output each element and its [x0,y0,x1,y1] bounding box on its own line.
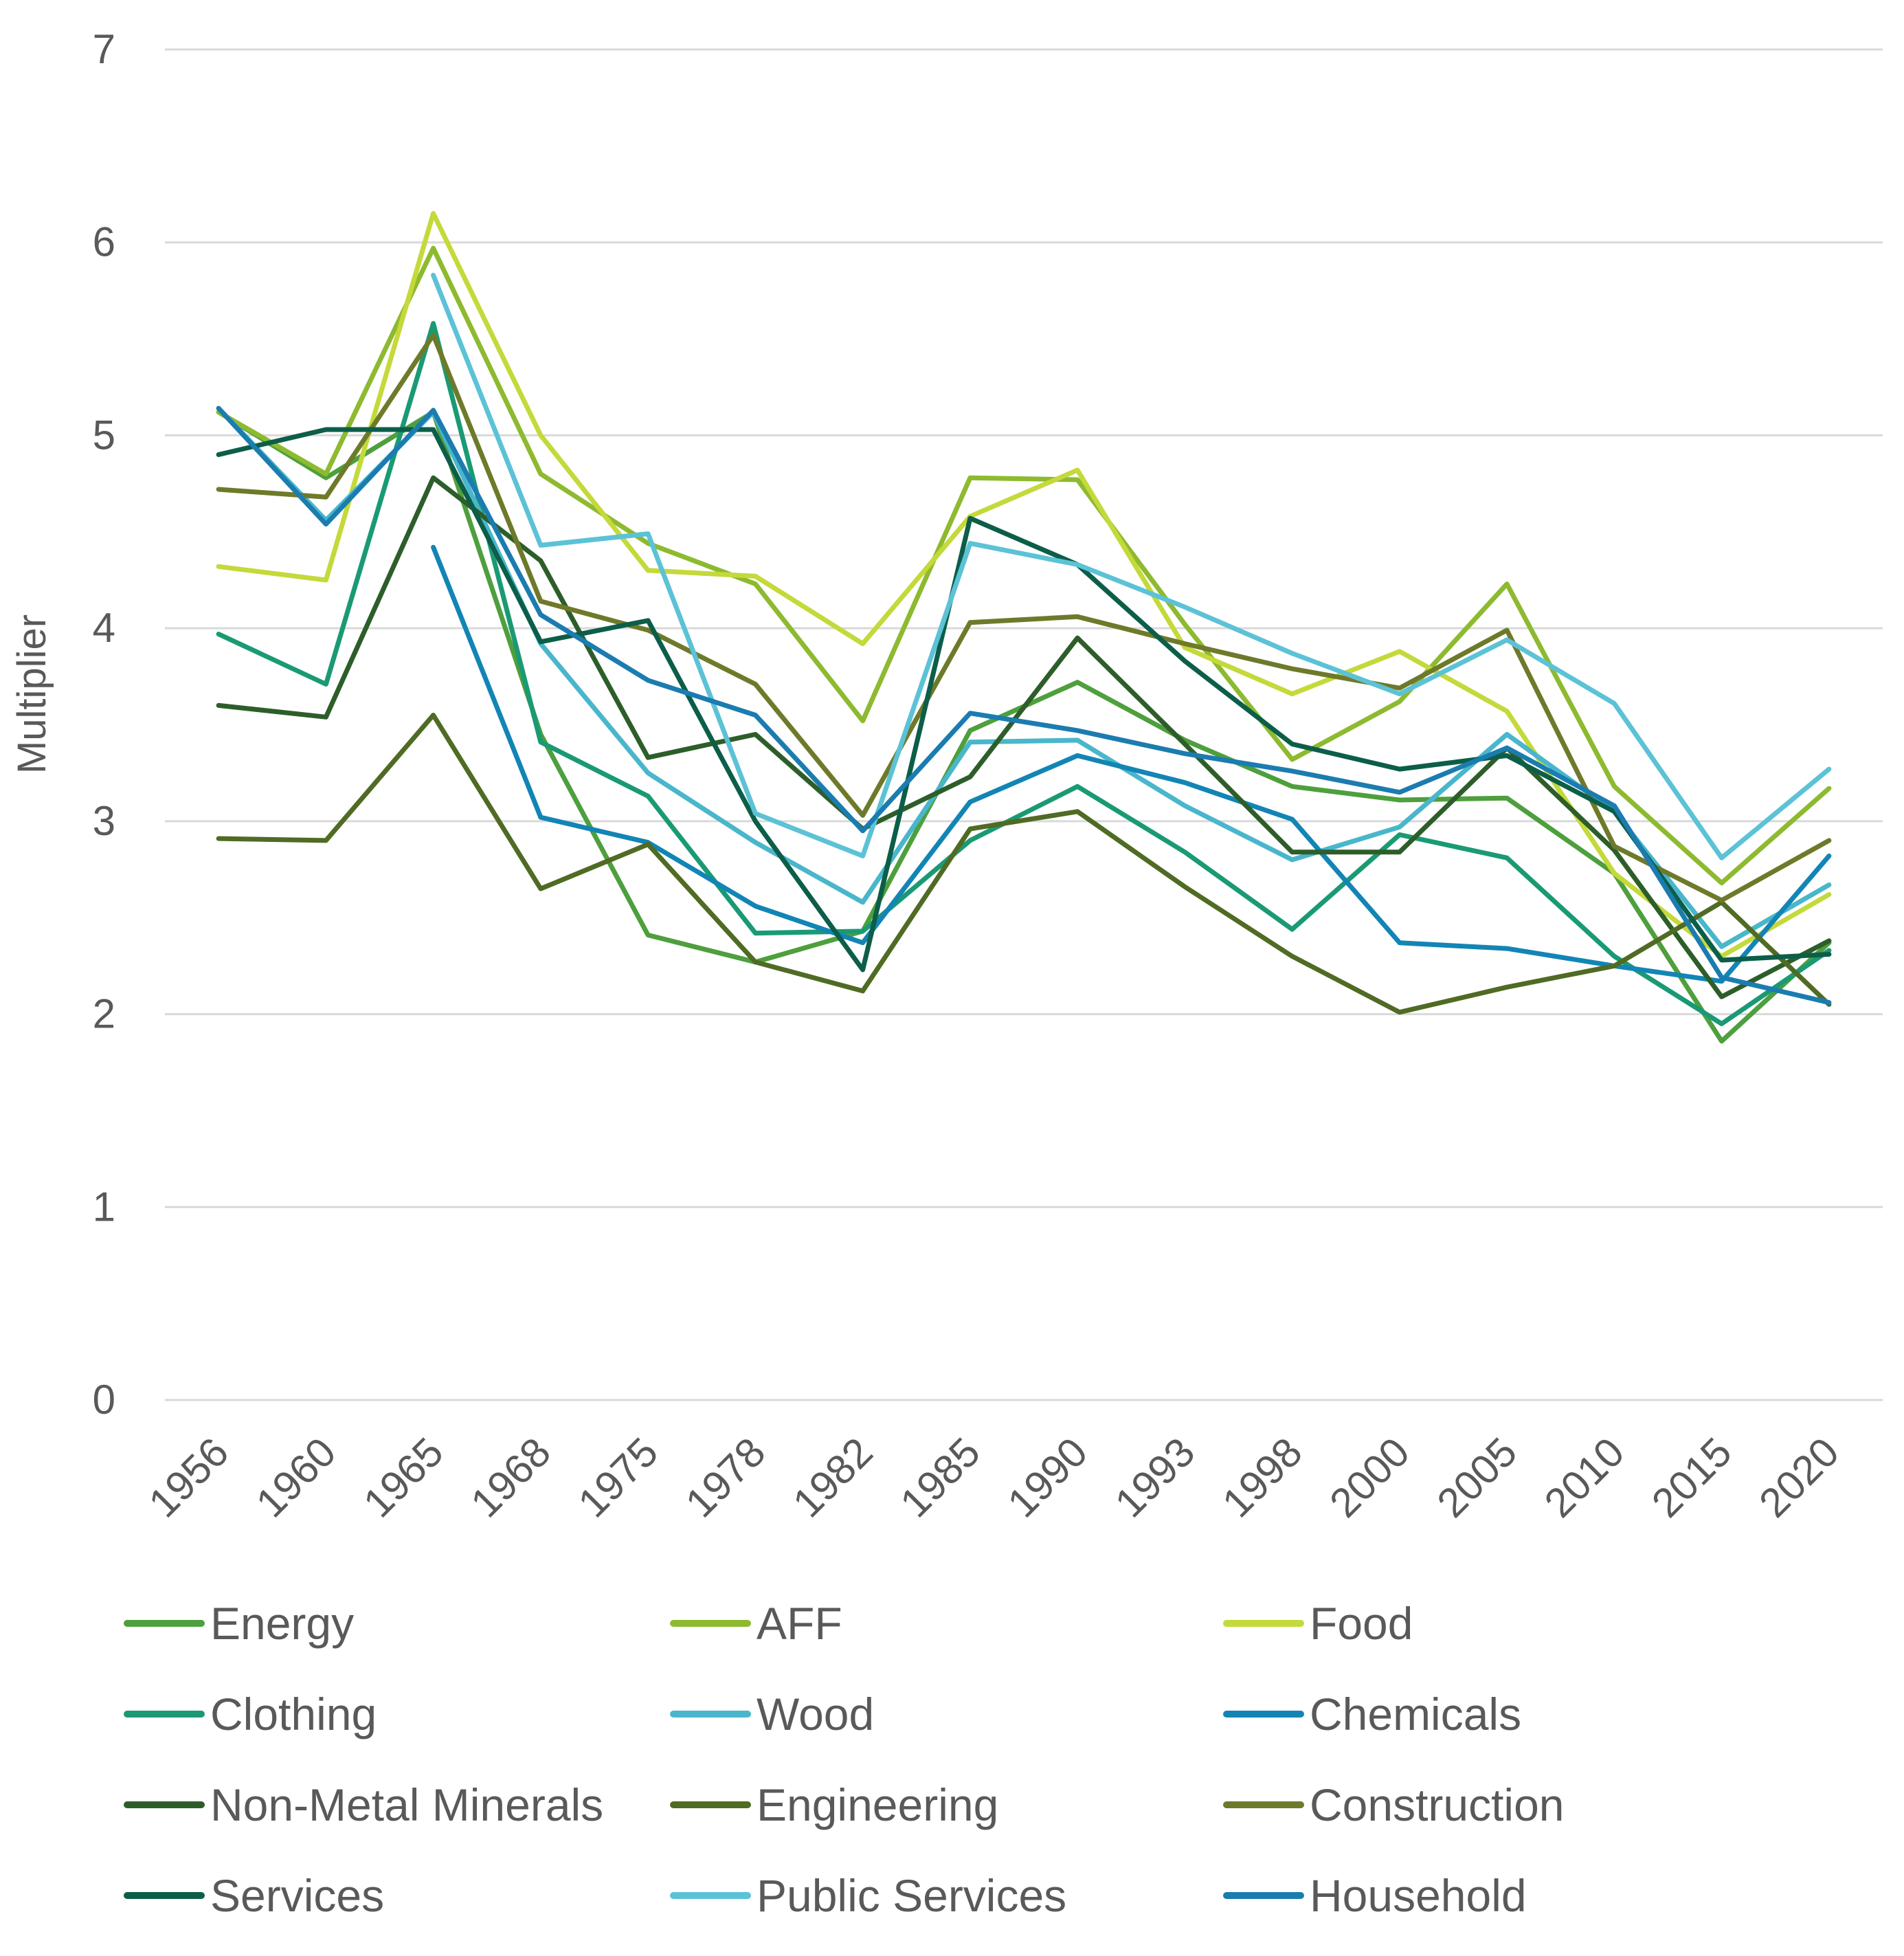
y-axis-ticks: 0 1 2 3 4 5 6 7 [93,26,115,1423]
legend-label: Household [1310,1870,1527,1921]
x-tick-label: 2020 [1750,1429,1848,1526]
legend-swatch [124,1620,205,1627]
series-line-public-services [431,272,1832,860]
legend-label: Construction [1310,1779,1565,1830]
legend-item-wood: Wood [670,1687,874,1742]
x-tick-label: 1960 [247,1429,345,1526]
y-tick-label: 1 [93,1183,115,1230]
x-tick-label: 1982 [784,1429,882,1526]
x-axis-ticks: 1956 1960 1965 1968 1975 1978 1982 1985 1990 1993… [140,1429,1848,1526]
legend-item-construction: Construction [1223,1777,1565,1832]
series-lines [216,211,1832,1044]
series-line-wood [216,405,1832,949]
legend-swatch [670,1711,751,1718]
legend-label: AFF [757,1598,842,1649]
x-tick-label: 1965 [355,1429,452,1526]
x-tick-label: 2000 [1321,1429,1418,1526]
y-tick-label: 0 [93,1377,115,1423]
legend-item-energy: Energy [124,1596,354,1651]
x-tick-label: 1990 [999,1429,1097,1526]
x-tick-label: 1978 [677,1429,774,1526]
legend-item-food: Food [1223,1596,1413,1651]
legend-label: Clothing [210,1689,377,1740]
legend-swatch [670,1801,751,1808]
series-line-aff [216,245,1832,886]
x-tick-label: 2015 [1643,1429,1740,1526]
series-line-non-metal-minerals [216,475,1832,999]
y-tick-label: 3 [93,798,115,844]
legend-item-non-metal-minerals: Non-Metal Minerals [124,1777,603,1832]
y-tick-label: 6 [93,219,115,265]
series-line-household [216,405,1832,1005]
legend-item-services: Services [124,1868,384,1923]
legend-label: Engineering [757,1779,999,1830]
legend-label: Chemicals [1310,1689,1522,1740]
legend-item-engineering: Engineering [670,1777,998,1832]
legend-label: Services [210,1870,385,1921]
legend: Energy AFF Food Clothing Wood Chemicals Non-Me… [124,1596,1883,1940]
x-tick-label: 1956 [140,1429,238,1526]
legend-swatch [670,1892,751,1899]
legend-label: Food [1310,1598,1413,1649]
legend-swatch [1223,1892,1304,1899]
legend-item-chemicals: Chemicals [1223,1687,1521,1742]
y-tick-label: 4 [93,605,115,651]
legend-swatch [124,1801,205,1808]
legend-swatch [1223,1801,1304,1808]
x-tick-label: 1975 [570,1429,667,1526]
gridlines [165,48,1883,1401]
legend-item-public-services: Public Services [670,1868,1066,1923]
series-line-engineering [216,713,1832,1015]
y-tick-label: 7 [93,26,115,72]
y-tick-label: 5 [93,412,115,458]
legend-swatch [1223,1711,1304,1718]
legend-item-household: Household [1223,1868,1527,1923]
x-tick-label: 1968 [462,1429,559,1526]
legend-swatch [670,1620,751,1627]
legend-label: Public Services [757,1870,1067,1921]
y-tick-label: 2 [93,991,115,1037]
legend-label: Wood [757,1689,875,1740]
legend-label: Non-Metal Minerals [210,1779,604,1830]
series-line-chemicals [431,544,1832,984]
legend-swatch [1223,1620,1304,1627]
x-tick-label: 2005 [1429,1429,1526,1526]
legend-swatch [124,1892,205,1899]
legend-item-clothing: Clothing [124,1687,377,1742]
x-tick-label: 1993 [1106,1429,1204,1526]
legend-swatch [124,1711,205,1718]
series-line-construction [216,333,1832,903]
series-line-energy [216,410,1832,1044]
series-line-services [216,427,1832,973]
y-axis-title: Multiplier [10,614,54,774]
x-tick-label: 2010 [1536,1429,1633,1526]
x-tick-label: 1985 [891,1429,989,1526]
legend-item-aff: AFF [670,1596,842,1651]
x-tick-label: 1998 [1213,1429,1311,1526]
line-chart: 0 1 2 3 4 5 6 7 1956 1960 1965 1968 1975 1978 1982 198… [10,26,1883,1526]
series-line-clothing [216,321,1832,1027]
series-line-food [216,211,1832,959]
legend-label: Energy [210,1598,355,1649]
